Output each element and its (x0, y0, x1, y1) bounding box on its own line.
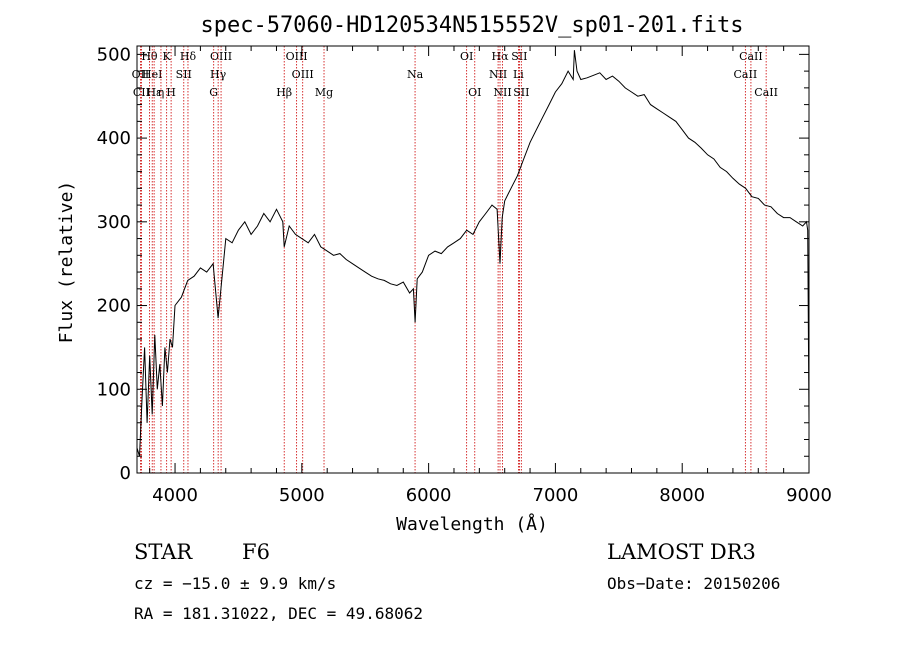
spectral-line-label-13: Hβ (276, 86, 292, 99)
flux-series-group (136, 50, 810, 457)
spectral-line-label-27: CaII (734, 68, 758, 81)
spectral-line-label-19: OI (468, 86, 481, 99)
spectral-line-label-9: Hδ (180, 50, 197, 63)
axis-ticks: 4000 5000 6000 7000 8000 9000 0 100 200 300 400 500 (97, 44, 832, 506)
spectral-line-label-20: Hα (491, 50, 509, 63)
spectral-line-label-8: SII (176, 68, 192, 81)
spectral-line-label-18: OI (460, 50, 473, 63)
y-tick-label-5: 500 (97, 44, 131, 65)
spectral-line-label-22: NII (493, 86, 511, 99)
spectral-line-label-5: K (163, 50, 172, 63)
spectral-line-label-24: Li (513, 68, 524, 81)
chart-title: spec-57060-HD120534N515552V_sp01-201.fit… (200, 13, 743, 38)
x-tick-label-3: 7000 (533, 485, 579, 506)
redshift-cz: cz = −15.0 ± 9.9 km/s (134, 574, 336, 593)
spectral-line-label-6: η (158, 86, 165, 99)
spectral-line-label-17: Na (407, 68, 424, 81)
x-tick-label-1: 5000 (279, 485, 325, 506)
spectral-line-label-15: OIII (292, 68, 314, 81)
x-axis-label: Wavelength (Å) (396, 513, 548, 535)
spectral-line-label-26: CaII (739, 50, 763, 63)
x-tick-label-0: 4000 (152, 485, 198, 506)
y-tick-label-3: 300 (97, 212, 131, 233)
spectral-line-label-14: OIII (286, 50, 308, 63)
x-tick-label-2: 6000 (406, 485, 452, 506)
object-class: STAR (134, 540, 193, 564)
y-axis-label: Flux (relative) (56, 181, 77, 344)
survey-name: LAMOST DR3 (607, 540, 756, 564)
x-tick-label-5: 9000 (786, 485, 832, 506)
spectral-line-label-23: SII (511, 50, 527, 63)
object-subclass: F6 (242, 540, 270, 564)
spectral-line-label-3: Hε (146, 86, 162, 99)
spectral-line-label-12: G (209, 86, 218, 99)
spectral-line-label-16: Mg (315, 86, 333, 99)
observation-date: Obs−Date: 20150206 (607, 574, 780, 593)
spectral-line-label-28: CaII (754, 86, 778, 99)
spectral-line-label-7: H (166, 86, 176, 99)
spectral-line-label-11: Hγ (210, 68, 227, 81)
plot-frame (136, 45, 810, 474)
ra-dec-coordinates: RA = 181.31022, DEC = 49.68062 (134, 604, 423, 623)
y-tick-label-4: 400 (97, 128, 131, 149)
spectral-line-label-21: NII (489, 68, 507, 81)
spectral-line-label-1: OII (132, 68, 150, 81)
spectral-line-label-4: HeI (142, 68, 162, 81)
y-tick-label-2: 200 (97, 296, 131, 317)
series-line-flux (136, 50, 810, 457)
x-tick-label-4: 8000 (659, 485, 705, 506)
spectral-line-label-25: SII (513, 86, 529, 99)
y-tick-label-1: 100 (97, 379, 131, 400)
spectral-line-label-0: Hθ (141, 50, 158, 63)
spectral-line-label-10: OIII (210, 50, 232, 63)
y-tick-label-0: 0 (120, 463, 131, 484)
